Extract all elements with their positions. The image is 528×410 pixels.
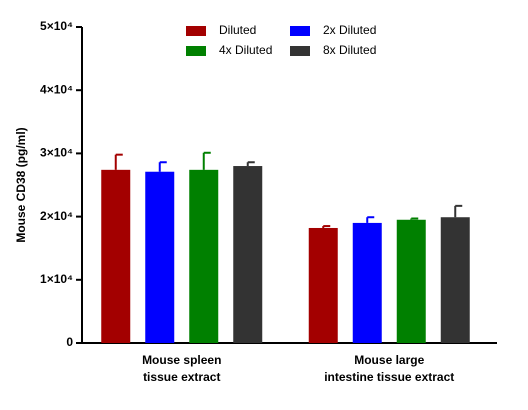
legend-label: 2x Diluted bbox=[323, 23, 376, 37]
y-tick-label: 3×10⁴ bbox=[40, 146, 73, 160]
y-tick-label: 2×10⁴ bbox=[40, 209, 73, 223]
x-tick-label: intestine tissue extract bbox=[324, 370, 454, 384]
x-tick-label: Mouse spleen bbox=[142, 353, 221, 367]
legend-swatch bbox=[186, 46, 206, 56]
bar bbox=[145, 171, 175, 343]
bar bbox=[440, 217, 470, 343]
x-tick-label: Mouse large bbox=[354, 353, 424, 367]
y-tick-label: 5×10⁴ bbox=[40, 19, 73, 33]
y-axis-label: Mouse CD38 (pg/ml) bbox=[14, 127, 28, 242]
bar bbox=[101, 169, 131, 343]
legend-swatch bbox=[290, 26, 310, 36]
y-tick-label: 4×10⁴ bbox=[40, 82, 73, 96]
legend-label: 8x Diluted bbox=[323, 43, 376, 57]
bar bbox=[352, 222, 382, 343]
y-tick-label: 0 bbox=[66, 335, 73, 349]
bar bbox=[189, 169, 219, 343]
legend-label: 4x Diluted bbox=[219, 43, 272, 57]
bar bbox=[308, 227, 338, 343]
x-tick-label: tissue extract bbox=[143, 370, 220, 384]
legend-swatch bbox=[290, 46, 310, 56]
legend-swatch bbox=[186, 26, 206, 36]
legend-label: Diluted bbox=[219, 23, 256, 37]
y-tick-label: 1×10⁴ bbox=[40, 272, 73, 286]
bar bbox=[233, 166, 263, 343]
bar bbox=[396, 219, 426, 343]
